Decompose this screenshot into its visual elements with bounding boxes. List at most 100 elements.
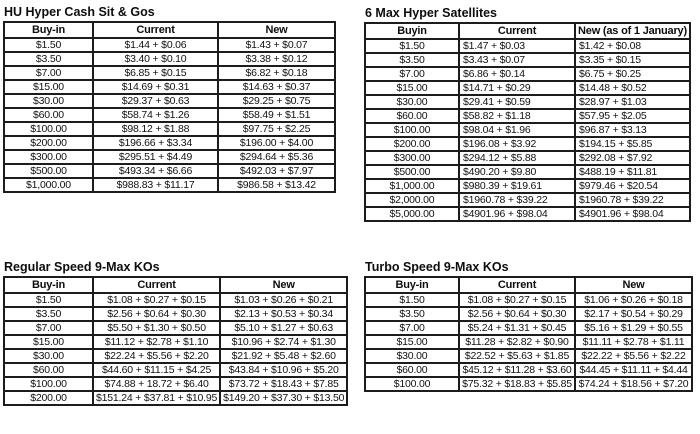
current-rake-cell: $11.12 + $2.78 + $1.10 xyxy=(91,334,222,350)
header-row: Buy-in Current New xyxy=(364,276,693,294)
buyin-cell: $1,000.00 xyxy=(3,177,94,193)
buyin-cell: $500.00 xyxy=(364,164,460,180)
current-rake-cell: $294.12 + $5.88 xyxy=(458,150,576,166)
table-row: $200.00 $196.66 + $3.34 $196.00 + $4.00 xyxy=(3,135,336,151)
buyin-cell: $1.50 xyxy=(364,38,460,54)
current-rake-cell: $196.08 + $3.92 xyxy=(458,136,576,152)
current-rake-cell: $980.39 + $19.61 xyxy=(458,178,576,194)
buyin-cell: $100.00 xyxy=(3,376,94,392)
current-rake-cell: $295.51 + $4.49 xyxy=(92,149,219,165)
new-rake-cell: $1.06 + $0.26 + $0.18 xyxy=(574,292,693,308)
current-rake-cell: $98.12 + $1.88 xyxy=(92,121,219,137)
new-rake-cell: $6.82 + $0.18 xyxy=(217,65,336,81)
column-header-col-buyin: Buy-in xyxy=(3,276,94,294)
current-rake-cell: $1960.78 + $39.22 xyxy=(458,192,576,208)
current-rake-cell: $29.37 + $0.63 xyxy=(92,93,219,109)
table-row: $500.00 $493.34 + $6.66 $492.03 + $7.97 xyxy=(3,163,336,179)
new-rake-cell: $97.75 + $2.25 xyxy=(217,121,336,137)
new-rake-cell: $43.84 + $10.96 + $5.20 xyxy=(219,362,349,378)
new-rake-cell: $58.49 + $1.51 xyxy=(217,107,336,123)
current-rake-cell: $75.32 + $18.83 + $5.85 xyxy=(458,376,576,392)
buyin-cell: $1.50 xyxy=(364,292,460,308)
new-rake-cell: $3.38 + $0.12 xyxy=(217,51,336,67)
new-rake-cell: $6.75 + $0.25 xyxy=(574,66,691,82)
buyin-cell: $2,000.00 xyxy=(364,192,460,208)
table-row: $30.00 $22.24 + $5.56 + $2.20 $21.92 + $5.… xyxy=(3,348,349,364)
table-row: $5,000.00 $4901.96 + $98.04 $4901.96 + $98… xyxy=(364,206,691,222)
buyin-cell: $3.50 xyxy=(364,52,460,68)
buyin-cell: $30.00 xyxy=(3,348,94,364)
new-rake-cell: $492.03 + $7.97 xyxy=(217,163,336,179)
current-rake-cell: $490.20 + $9.80 xyxy=(458,164,576,180)
new-rake-cell: $10.96 + $2.74 + $1.30 xyxy=(219,334,349,350)
table-row: $1.50 $1.44 + $0.06 $1.43 + $0.07 xyxy=(3,37,336,53)
table-row: $60.00 $44.60 + $11.15 + $4.25 $43.84 + $1… xyxy=(3,362,349,378)
current-rake-cell: $29.41 + $0.59 xyxy=(458,94,576,110)
current-rake-cell: $6.85 + $0.15 xyxy=(92,65,219,81)
table-row: $100.00 $98.04 + $1.96 $96.87 + $3.13 xyxy=(364,122,691,138)
buyin-cell: $30.00 xyxy=(3,93,94,109)
new-rake-cell: $22.22 + $5.56 + $2.22 xyxy=(574,348,693,364)
current-rake-cell: $22.24 + $5.56 + $2.20 xyxy=(91,348,222,364)
table-row: $60.00 $58.74 + $1.26 $58.49 + $1.51 xyxy=(3,107,336,123)
column-header-col-current: Current xyxy=(458,276,576,294)
new-rake-cell: $29.25 + $0.75 xyxy=(217,93,336,109)
new-rake-cell: $3.35 + $0.15 xyxy=(574,52,691,68)
table-row: $15.00 $14.71 + $0.29 $14.48 + $0.52 xyxy=(364,80,691,96)
current-rake-cell: $1.44 + $0.06 xyxy=(92,37,219,53)
new-rake-cell: $57.95 + $2.05 xyxy=(574,108,691,124)
buyin-cell: $7.00 xyxy=(3,320,94,336)
buyin-cell: $1.50 xyxy=(3,292,94,308)
new-rake-cell: $2.13 + $0.53 + $0.34 xyxy=(219,306,349,322)
table-row: $1.50 $1.08 + $0.27 + $0.15 $1.06 + $0.26 … xyxy=(364,292,693,308)
new-rake-cell: $11.11 + $2.78 + $1.11 xyxy=(574,334,693,350)
buyin-cell: $15.00 xyxy=(3,334,94,350)
table-row: $2,000.00 $1960.78 + $39.22 $1960.78 + $39… xyxy=(364,192,691,208)
table-row: $3.50 $2.56 + $0.64 + $0.30 $2.13 + $0.53 … xyxy=(3,306,349,322)
buyin-cell: $100.00 xyxy=(364,376,460,392)
current-rake-cell: $5.50 + $1.30 + $0.50 xyxy=(91,320,222,336)
buyin-cell: $3.50 xyxy=(3,306,94,322)
new-rake-cell: $979.46 + $20.54 xyxy=(574,178,691,194)
current-rake-cell: $11.28 + $2.82 + $0.90 xyxy=(458,334,576,350)
current-rake-cell: $14.69 + $0.31 xyxy=(92,79,219,95)
column-header-col-new: New xyxy=(219,276,349,294)
buyin-cell: $200.00 xyxy=(3,390,94,406)
table-row: $500.00 $490.20 + $9.80 $488.19 + $11.81 xyxy=(364,164,691,180)
new-rake-cell: $292.08 + $7.92 xyxy=(574,150,691,166)
rake-table-6max-hyper-satellites: Buyin Current New (as of 1 January) $1.50 $… xyxy=(364,22,691,222)
table-row: $3.50 $2.56 + $0.64 + $0.30 $2.17 + $0.54 … xyxy=(364,306,693,322)
table-row: $7.00 $5.50 + $1.30 + $0.50 $5.10 + $1.27 … xyxy=(3,320,349,336)
buyin-cell: $3.50 xyxy=(3,51,94,67)
table-title: 6 Max Hyper Satellites xyxy=(365,6,498,20)
table-row: $15.00 $11.28 + $2.82 + $0.90 $11.11 + $2.… xyxy=(364,334,693,350)
header-row: Buy-in Current New xyxy=(3,21,336,39)
table-block-turbo-9max-kos: Turbo Speed 9-Max KOs Buy-in Current New $… xyxy=(364,261,693,392)
table-row: $7.00 $5.24 + $1.31 + $0.45 $5.16 + $1.29 … xyxy=(364,320,693,336)
buyin-cell: $200.00 xyxy=(364,136,460,152)
new-rake-cell: $194.15 + $5.85 xyxy=(574,136,691,152)
table-title: Regular Speed 9-Max KOs xyxy=(4,260,160,274)
buyin-cell: $100.00 xyxy=(3,121,94,137)
buyin-cell: $7.00 xyxy=(364,320,460,336)
rake-table-turbo-9max-kos: Buy-in Current New $1.50 $1.08 + $0.27 + $0… xyxy=(364,276,693,392)
current-rake-cell: $5.24 + $1.31 + $0.45 xyxy=(458,320,576,336)
table-row: $30.00 $29.41 + $0.59 $28.97 + $1.03 xyxy=(364,94,691,110)
buyin-cell: $5,000.00 xyxy=(364,206,460,222)
header-row: Buy-in Current New xyxy=(3,276,349,294)
new-rake-cell: $21.92 + $5.48 + $2.60 xyxy=(219,348,349,364)
buyin-cell: $100.00 xyxy=(364,122,460,138)
new-rake-cell: $986.58 + $13.42 xyxy=(217,177,336,193)
table-row: $1,000.00 $980.39 + $19.61 $979.46 + $20.5… xyxy=(364,178,691,194)
table-row: $200.00 $196.08 + $3.92 $194.15 + $5.85 xyxy=(364,136,691,152)
table-block-regular-9max-kos: Regular Speed 9-Max KOs Buy-in Current New… xyxy=(3,260,349,406)
new-rake-cell: $44.45 + $11.11 + $4.44 xyxy=(574,362,693,378)
column-header-col-current: Current xyxy=(91,276,222,294)
buyin-cell: $7.00 xyxy=(364,66,460,82)
table-row: $15.00 $11.12 + $2.78 + $1.10 $10.96 + $2.… xyxy=(3,334,349,350)
new-rake-cell: $73.72 + $18.43 + $7.85 xyxy=(219,376,349,392)
new-rake-cell: $2.17 + $0.54 + $0.29 xyxy=(574,306,693,322)
column-header-col-new: New xyxy=(217,21,336,39)
buyin-cell: $30.00 xyxy=(364,348,460,364)
current-rake-cell: $4901.96 + $98.04 xyxy=(458,206,576,222)
